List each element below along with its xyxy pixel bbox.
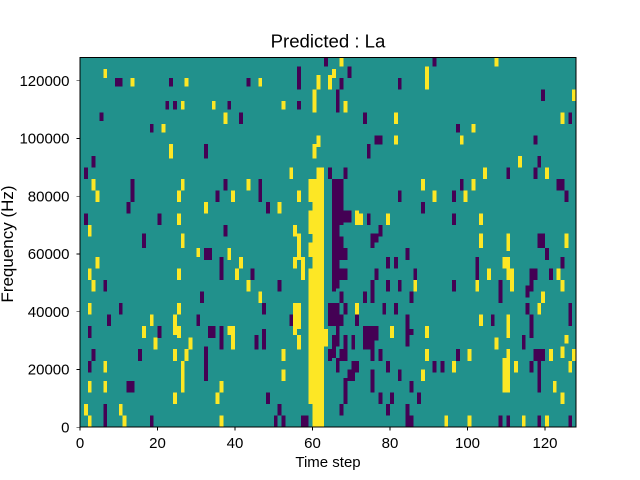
- svg-text:20: 20: [149, 435, 166, 452]
- svg-text:Frequency (Hz): Frequency (Hz): [0, 185, 17, 302]
- svg-text:Time step: Time step: [295, 454, 360, 471]
- svg-text:100: 100: [455, 435, 480, 452]
- svg-text:Predicted : La: Predicted : La: [271, 30, 386, 51]
- svg-text:20000: 20000: [28, 362, 70, 379]
- svg-text:40000: 40000: [28, 304, 70, 321]
- svg-text:80000: 80000: [28, 188, 70, 205]
- svg-text:100000: 100000: [19, 131, 69, 148]
- svg-text:0: 0: [76, 435, 84, 452]
- svg-text:60000: 60000: [28, 246, 70, 263]
- svg-text:60: 60: [304, 435, 321, 452]
- svg-text:120: 120: [532, 435, 557, 452]
- svg-text:120000: 120000: [19, 73, 69, 90]
- svg-text:0: 0: [61, 419, 69, 436]
- svg-text:80: 80: [382, 435, 399, 452]
- svg-text:40: 40: [227, 435, 244, 452]
